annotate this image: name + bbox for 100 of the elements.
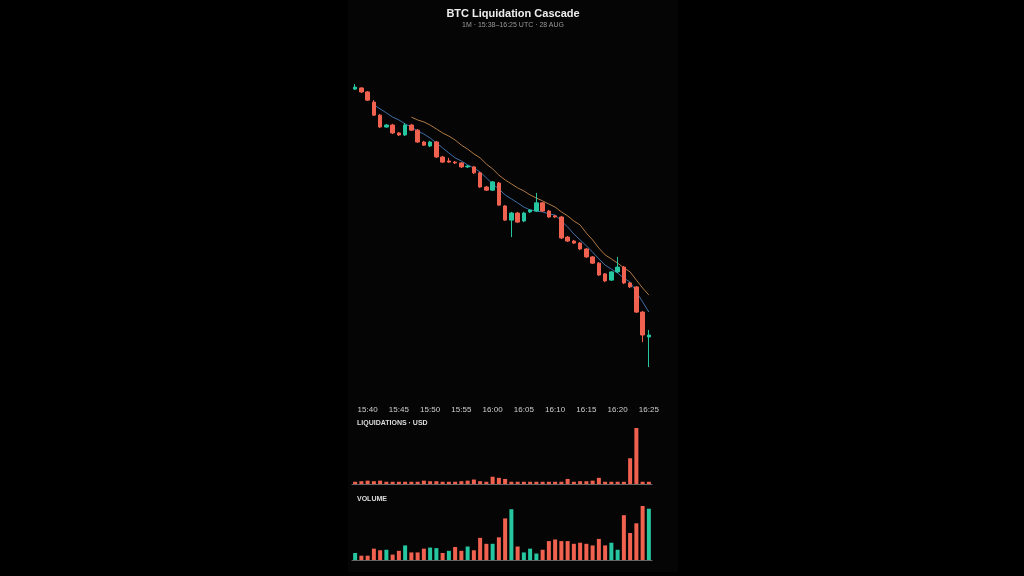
bar [428, 547, 433, 560]
candlestick [378, 113, 382, 129]
bar [540, 549, 545, 560]
bar [534, 553, 539, 560]
candlestick [509, 211, 514, 238]
bar [565, 478, 570, 484]
bar [446, 550, 451, 560]
candlestick [390, 123, 395, 135]
bar [465, 546, 470, 560]
candlestick [497, 181, 501, 207]
x-tick-label: 16:00 [482, 404, 504, 414]
x-tick-label: 15:45 [388, 404, 410, 414]
candlestick [490, 180, 495, 192]
bar [396, 550, 401, 560]
bar [596, 538, 601, 560]
bar [440, 552, 445, 560]
candlestick [528, 208, 532, 214]
bar [584, 543, 589, 560]
candlestick [384, 123, 389, 129]
candlestick [578, 241, 582, 251]
bar [565, 541, 570, 560]
candlestick [372, 99, 376, 117]
candlestick [465, 164, 470, 169]
bar [365, 555, 370, 560]
bar [634, 428, 639, 484]
bar [515, 546, 520, 560]
bar [378, 550, 383, 560]
x-tick-label: 15:55 [451, 404, 472, 414]
bar [521, 552, 526, 560]
candlestick [403, 122, 407, 137]
bar [571, 543, 576, 560]
bar [371, 481, 376, 484]
bar [584, 481, 589, 484]
candlestick [453, 160, 457, 165]
bar [459, 550, 464, 560]
bar [471, 550, 476, 560]
bar [615, 549, 620, 560]
bar [621, 515, 626, 560]
bar [496, 537, 501, 560]
x-tick-label: 16:05 [513, 404, 535, 414]
bar [453, 547, 458, 560]
candlestick [459, 161, 464, 169]
candlestick [597, 261, 601, 277]
x-tick-label: 15:50 [420, 404, 441, 414]
bar [590, 545, 595, 560]
candlestick [603, 272, 607, 283]
bar [496, 477, 501, 484]
bar [409, 552, 414, 560]
bar [628, 458, 633, 484]
bar [484, 543, 489, 560]
candlestick [534, 192, 539, 213]
candlestick [547, 209, 551, 219]
candlestick [428, 140, 432, 148]
bar [421, 548, 426, 560]
candlestick [622, 265, 626, 285]
bar [628, 533, 633, 560]
bar [421, 480, 426, 484]
candlestick [553, 214, 557, 219]
candlestick [397, 131, 401, 137]
bar [578, 542, 583, 560]
bar [509, 509, 514, 560]
bar [390, 554, 395, 560]
candlestick [540, 201, 545, 213]
bar [434, 548, 439, 560]
bar [609, 542, 614, 560]
bar [596, 477, 601, 484]
candlestick [422, 140, 426, 147]
bar [559, 541, 564, 560]
bar [365, 480, 370, 484]
chart-title: BTC Liquidation Cascade [446, 6, 580, 19]
bar [371, 548, 376, 560]
bar [640, 506, 645, 560]
candlestick [478, 171, 482, 189]
bar [578, 481, 583, 484]
bar [553, 539, 558, 560]
x-tick-label: 16:20 [607, 404, 629, 414]
bar [459, 481, 464, 484]
candlestick [628, 281, 632, 289]
bar [478, 537, 483, 560]
bar [359, 481, 364, 484]
bar [434, 481, 439, 484]
bar [359, 555, 364, 560]
bar [384, 549, 389, 560]
bar [403, 545, 408, 560]
bar [590, 480, 595, 484]
x-tick-label: 15:40 [357, 404, 379, 414]
x-tick-label: 16:10 [545, 404, 566, 414]
candlestick [484, 185, 489, 192]
bar [503, 478, 508, 484]
bar [378, 480, 383, 484]
bar [490, 543, 495, 560]
candlestick [503, 204, 507, 222]
candlestick [647, 329, 651, 368]
bar [503, 518, 508, 560]
bar [465, 480, 470, 484]
bar [528, 548, 533, 560]
bar [546, 541, 551, 560]
candlestick [472, 165, 476, 175]
bar [603, 545, 608, 560]
x-tick-label: 16:25 [638, 404, 660, 414]
